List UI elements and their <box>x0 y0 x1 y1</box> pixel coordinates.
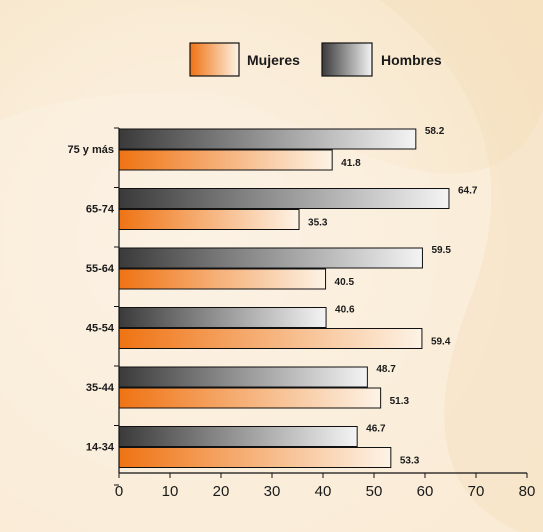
bar-hombres <box>118 426 358 447</box>
bar-mujeres <box>118 149 333 171</box>
x-tick-label: 50 <box>366 483 383 500</box>
x-tick-label: 40 <box>315 483 332 500</box>
bar-hombres <box>118 307 327 328</box>
bar-mujeres <box>118 209 300 230</box>
category-label: 75 y más <box>68 144 114 156</box>
category-label: 14-34 <box>86 442 115 454</box>
bar-hombres <box>118 128 417 150</box>
legend-label-hombres: Hombres <box>381 52 442 68</box>
x-tick-label: 10 <box>162 483 179 500</box>
value-label: 59.5 <box>431 245 451 256</box>
x-tick-label: 0 <box>115 483 123 500</box>
background-swirl <box>380 0 543 532</box>
value-label: 64.7 <box>458 186 478 197</box>
category-label: 55-64 <box>86 263 115 275</box>
legend: Mujeres Hombres <box>189 42 442 77</box>
bar-mujeres <box>118 268 327 290</box>
x-tick-label: 20 <box>213 483 230 500</box>
x-tick-label: 30 <box>264 483 281 500</box>
legend-swatch-hombres <box>321 42 373 77</box>
bar-hombres <box>118 247 423 269</box>
value-label: 59.4 <box>431 337 451 348</box>
x-tick-label: 80 <box>519 483 536 500</box>
bar-mujeres <box>118 328 423 349</box>
value-label: 46.7 <box>366 424 386 435</box>
bar-mujeres <box>118 387 382 409</box>
value-label: 40.5 <box>335 277 355 288</box>
legend-swatch-mujeres <box>189 42 240 77</box>
bar-hombres <box>118 366 368 388</box>
category-label: 35-44 <box>86 382 115 394</box>
axes: 75 y más 65-74 55-64 45-54 35-44 14-34 0 10 20 30… <box>68 127 536 500</box>
value-label: 51.3 <box>390 396 410 407</box>
bars: 58.2 41.8 64.7 35.3 59.5 40.5 40.6 59.4 48.7 51.3… <box>118 126 478 468</box>
value-label: 35.3 <box>308 218 328 229</box>
category-label: 65-74 <box>86 204 115 216</box>
value-label: 53.3 <box>400 456 420 467</box>
x-tick-label: 70 <box>468 483 485 500</box>
category-label: 45-54 <box>86 323 115 335</box>
legend-label-mujeres: Mujeres <box>247 52 300 68</box>
x-tick-label: 60 <box>417 483 434 500</box>
bar-mujeres <box>118 447 392 468</box>
value-label: 41.8 <box>341 158 361 169</box>
value-label: 40.6 <box>335 305 355 316</box>
bar-hombres <box>118 188 450 209</box>
value-label: 48.7 <box>376 364 396 375</box>
value-label: 58.2 <box>425 126 445 137</box>
